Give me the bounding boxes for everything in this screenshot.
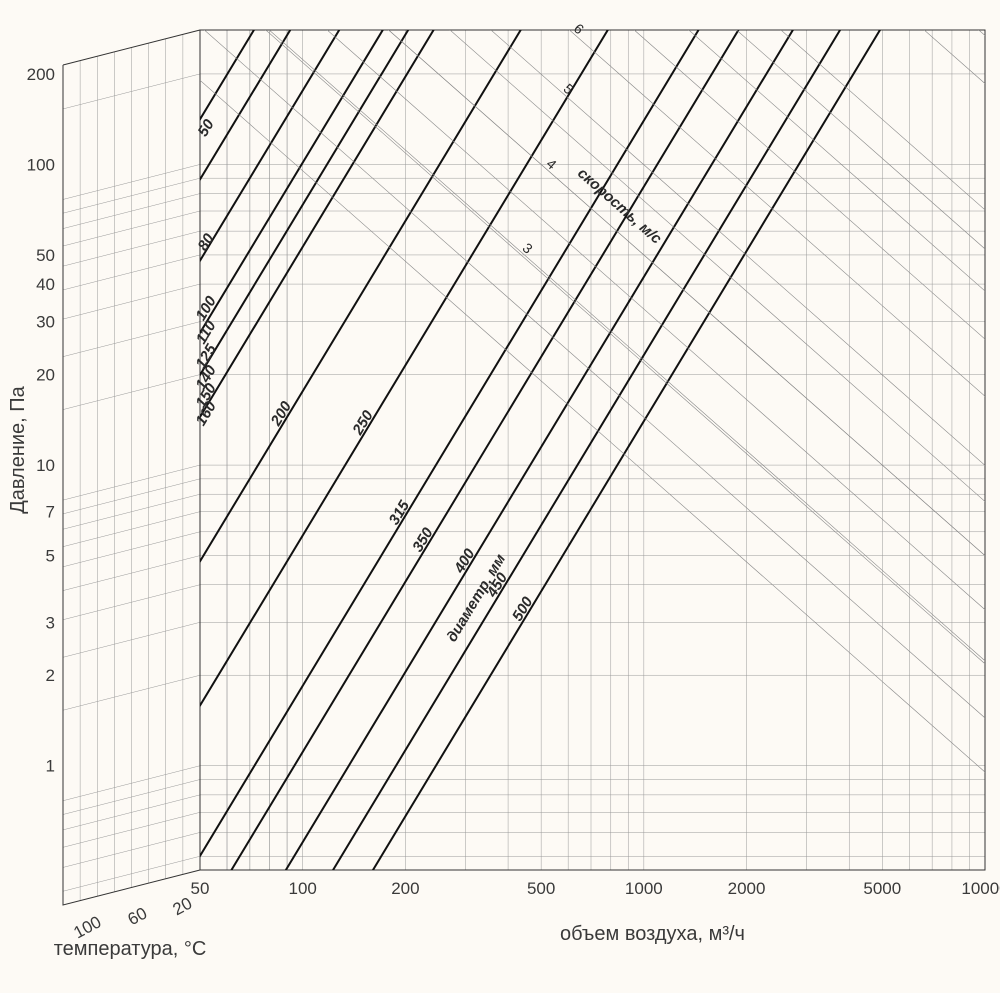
diameter-line-label: 200 (267, 398, 295, 430)
temp-axis-label: температура, °C (54, 938, 207, 960)
y-tick-label: 40 (36, 275, 55, 294)
diameter-line-label: 350 (409, 524, 437, 555)
y-tick-label: 20 (36, 366, 55, 385)
y-tick-label: 5 (46, 547, 55, 566)
nomogram-chart: 50 100 200 500 1000 2000 5000 10000 1 2 3 5 7 10 20 30 4… (0, 0, 1000, 993)
chart-svg: 50 100 200 500 1000 2000 5000 10000 1 2 3 5 7 10 20 30 4… (0, 0, 1000, 993)
x-tick-label: 100 (289, 879, 317, 898)
velocity-legend: скорость, м/с (574, 165, 665, 248)
x-axis-label: объем воздуха, м³/ч (560, 923, 745, 945)
y-tick-label: 3 (46, 613, 55, 632)
velocity-line-label: 4 (543, 155, 560, 172)
y-tick-label: 50 (36, 246, 55, 265)
y-tick-label: 30 (36, 313, 55, 332)
diameter-line-label: 315 (386, 497, 414, 528)
y-tick-label: 2 (46, 666, 55, 685)
y-tick-label: 7 (46, 503, 55, 522)
x-tick-label: 500 (527, 879, 555, 898)
y-tick-label: 10 (36, 456, 55, 475)
x-tick-label: 1000 (625, 879, 663, 898)
y-axis-label: Давление, Па (7, 385, 29, 513)
velocity-line-label: 3 (520, 240, 537, 257)
diameter-line-label: 500 (509, 593, 537, 624)
x-tick-label: 5000 (863, 879, 901, 898)
y-tick-label: 1 (46, 757, 55, 776)
x-tick-label: 50 (191, 879, 210, 898)
x-tick-label: 2000 (728, 879, 766, 898)
x-tick-label: 200 (391, 879, 419, 898)
diameter-line-label: 400 (450, 545, 478, 577)
diameter-line-label: 250 (349, 407, 377, 439)
diameter-line-label: 50 (195, 116, 219, 140)
diameter-line-label: 80 (195, 230, 219, 254)
temp-tick-label: 60 (125, 904, 151, 930)
x-tick-label: 10000 (961, 879, 1000, 898)
y-tick-label: 200 (27, 65, 55, 84)
y-tick-label: 100 (27, 155, 55, 174)
velocity-line-label: 6 (571, 20, 588, 37)
